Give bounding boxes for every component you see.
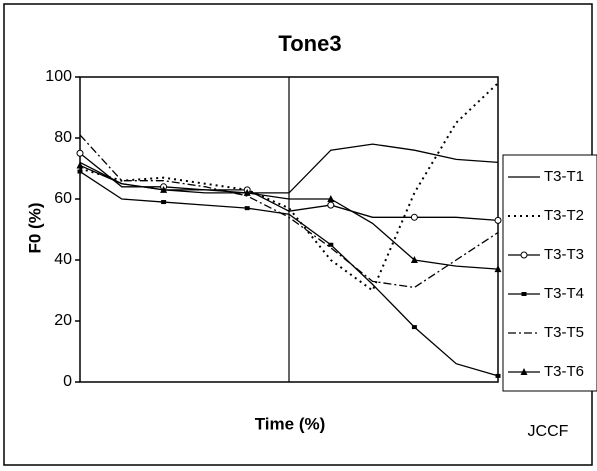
point [327, 201, 335, 209]
point [410, 256, 418, 263]
point [76, 149, 84, 157]
point [328, 242, 334, 247]
point [244, 206, 250, 211]
point [410, 213, 418, 221]
legend-label: T3-T5 [544, 324, 584, 341]
legend-box [502, 154, 597, 392]
point [494, 216, 502, 224]
point [495, 373, 501, 378]
point [76, 161, 84, 169]
point [160, 185, 168, 193]
point [494, 265, 502, 273]
legend-marker [520, 368, 528, 375]
legend-marker [521, 292, 527, 296]
point [161, 200, 167, 205]
y-tick-label: 60 [54, 190, 72, 207]
series-line [79, 152, 499, 221]
point [77, 169, 83, 174]
legend-label: T3-T3 [544, 246, 584, 263]
y-tick-label: 40 [54, 251, 72, 268]
point [327, 195, 335, 202]
legend-marker [520, 251, 528, 259]
series-line [79, 134, 499, 289]
legend-label: T3-T6 [544, 363, 584, 380]
point [411, 325, 417, 330]
y-tick-label: 20 [54, 312, 72, 329]
x-axis-label: Time (%) [255, 414, 326, 433]
legend-label: T3-T4 [544, 285, 584, 302]
point [243, 188, 251, 196]
y-tick-label: 80 [54, 129, 72, 146]
legend-label: T3-T1 [544, 168, 584, 185]
y-axis-label: F0 (%) [25, 203, 44, 254]
chart-title: Tone3 [278, 31, 341, 56]
annotation: JCCF [528, 423, 569, 440]
series-line [79, 164, 499, 270]
y-tick-label: 0 [63, 373, 72, 390]
legend-label: T3-T2 [544, 207, 584, 224]
series-line [79, 171, 499, 377]
y-tick-label: 100 [45, 68, 72, 85]
